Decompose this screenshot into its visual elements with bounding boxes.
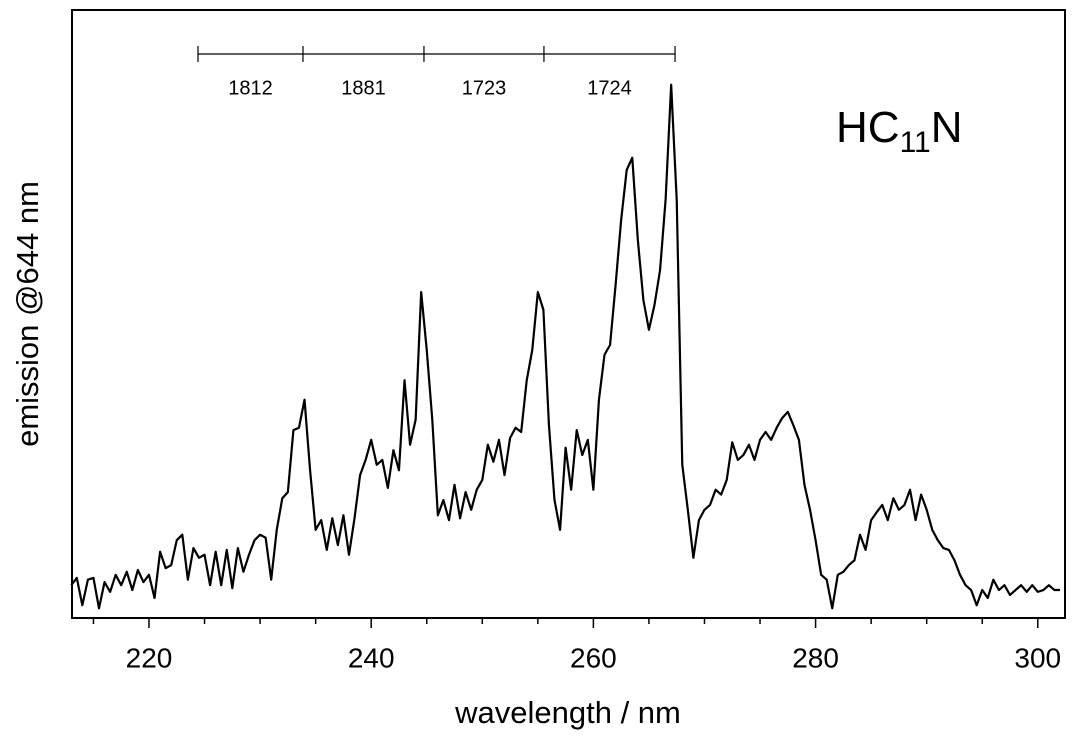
- x-tick-label: 300: [1014, 642, 1061, 673]
- molecule-part: N: [931, 103, 963, 152]
- progression-label: 1881: [341, 77, 386, 99]
- y-axis-label: emission @644 nm: [10, 181, 45, 447]
- spectrum-line: [70, 83, 1060, 610]
- x-tick-label: 260: [570, 642, 617, 673]
- x-axis-label: wavelength / nm: [454, 695, 681, 730]
- progression-label: 1724: [587, 77, 632, 99]
- molecule-part: HC: [836, 103, 900, 152]
- molecule-label: HC11N: [836, 103, 963, 159]
- x-tick-label: 280: [792, 642, 839, 673]
- x-tick-label: 240: [348, 642, 395, 673]
- progression-label: 1723: [462, 77, 507, 99]
- x-tick-label: 220: [126, 642, 173, 673]
- progression-label: 1812: [228, 77, 273, 99]
- plot-frame: [71, 9, 1066, 619]
- molecule-part: 11: [900, 126, 931, 159]
